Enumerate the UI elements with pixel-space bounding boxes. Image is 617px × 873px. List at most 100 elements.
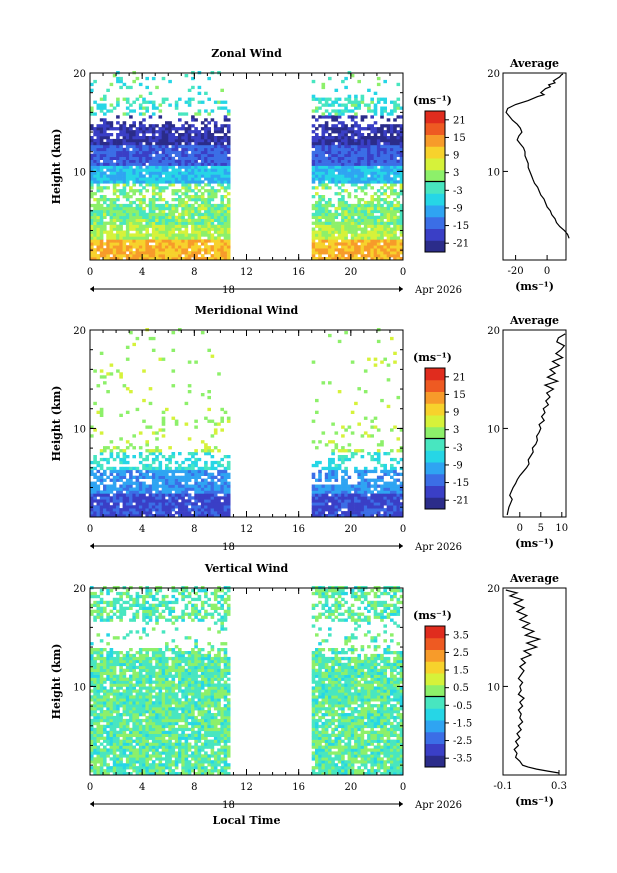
heatmap-cell	[187, 124, 192, 128]
heatmap-cell	[155, 138, 159, 143]
heatmap-cell	[373, 130, 378, 134]
heatmap-cell	[334, 227, 339, 231]
heatmap-cell	[376, 230, 381, 234]
heatmap-cell	[138, 159, 143, 163]
heatmap-cell	[119, 478, 123, 482]
heatmap-cell	[350, 230, 355, 234]
heatmap-cell	[151, 499, 156, 503]
heatmap-cell	[151, 336, 156, 341]
heatmap-cell	[135, 242, 140, 246]
heatmap-cell	[223, 115, 228, 119]
heatmap-cell	[350, 177, 355, 181]
heatmap-cell	[200, 136, 205, 140]
heatmap-cell	[341, 144, 345, 149]
heatmap-cell	[324, 200, 329, 205]
colorbar-segment	[425, 403, 445, 416]
heatmap-cell	[174, 466, 179, 471]
heatmap-cell	[194, 212, 198, 217]
heatmap-cell	[383, 97, 387, 101]
heatmap-cell	[119, 472, 123, 476]
heatmap-cell	[187, 469, 192, 474]
heatmap-cell	[135, 496, 140, 500]
heatmap-cell	[96, 136, 101, 140]
heatmap-cell	[125, 487, 130, 491]
heatmap-cell	[93, 242, 97, 246]
heatmap-cell	[390, 168, 394, 172]
heatmap-cell	[197, 493, 202, 497]
heatmap-cell	[357, 248, 361, 252]
heatmap-cell	[390, 127, 394, 131]
heatmap-cell	[194, 112, 198, 116]
profile-x-label: (ms⁻¹)	[515, 280, 554, 293]
heatmap-cell	[145, 106, 149, 110]
heatmap-cell	[155, 493, 159, 497]
heatmap-cell	[200, 499, 205, 503]
heatmap-cell	[321, 209, 326, 214]
heatmap-cell	[142, 257, 146, 261]
heatmap-cell	[373, 206, 378, 211]
heatmap-cell	[155, 136, 159, 140]
heatmap-cell	[181, 490, 185, 494]
heatmap-cell	[383, 206, 387, 211]
heatmap-cell	[161, 97, 166, 101]
heatmap-cell	[93, 674, 97, 678]
heatmap-cell	[200, 233, 205, 237]
heatmap-cell	[93, 218, 97, 222]
heatmap-cell	[396, 245, 401, 249]
heatmap-cell	[132, 147, 136, 152]
heatmap-cell	[376, 508, 381, 512]
heatmap-cell	[96, 186, 101, 190]
heatmap-cell	[354, 221, 358, 225]
heatmap-cell	[350, 502, 355, 506]
heatmap-cell	[93, 689, 97, 693]
heatmap-cell	[106, 721, 110, 726]
heatmap-cell	[197, 177, 202, 181]
heatmap-cell	[178, 171, 182, 175]
heatmap-cell	[138, 171, 143, 175]
heatmap-cell	[380, 360, 384, 364]
heatmap-cell	[148, 165, 153, 169]
heatmap-cell	[96, 165, 101, 169]
heatmap-cell	[367, 230, 371, 234]
heatmap-cell	[347, 150, 352, 155]
heatmap-cell	[380, 487, 384, 491]
heatmap-cell	[390, 511, 394, 515]
heatmap-cell	[311, 206, 316, 211]
heatmap-cell	[217, 499, 221, 503]
heatmap-cell	[331, 153, 335, 157]
heatmap-cell	[383, 496, 387, 500]
heatmap-cell	[112, 502, 117, 506]
heatmap-cell	[354, 177, 358, 181]
heatmap-cell	[129, 109, 133, 113]
heatmap-cell	[363, 493, 368, 497]
heatmap-cell	[363, 369, 368, 373]
heatmap-cell	[161, 236, 166, 240]
heatmap-cell	[197, 481, 202, 485]
heatmap-cell	[347, 138, 352, 143]
heatmap-cell	[129, 502, 133, 506]
heatmap-cell	[373, 198, 378, 202]
heatmap-cell	[328, 230, 332, 234]
heatmap-cell	[311, 251, 316, 255]
heatmap-cell	[367, 138, 371, 143]
heatmap-cell	[194, 242, 198, 246]
heatmap-cell	[393, 360, 397, 364]
heatmap-cell	[129, 215, 133, 219]
heatmap-cell	[151, 505, 156, 509]
heatmap-cell	[116, 369, 120, 373]
heatmap-cell	[99, 671, 104, 675]
heatmap-cell	[194, 478, 198, 482]
heatmap-cell	[93, 369, 97, 373]
heatmap-cell	[197, 457, 202, 462]
heatmap-cell	[106, 212, 110, 217]
heatmap-cell	[213, 168, 218, 172]
heatmap-cell	[204, 212, 208, 217]
heatmap-cell	[125, 478, 130, 482]
heatmap-cell	[328, 224, 332, 228]
heatmap-cell	[181, 165, 185, 169]
heatmap-cell	[350, 508, 355, 512]
heatmap-cell	[324, 251, 329, 255]
heatmap-cell	[99, 490, 104, 494]
x-axis: 0 4 8 12 16 20 0	[87, 330, 406, 535]
